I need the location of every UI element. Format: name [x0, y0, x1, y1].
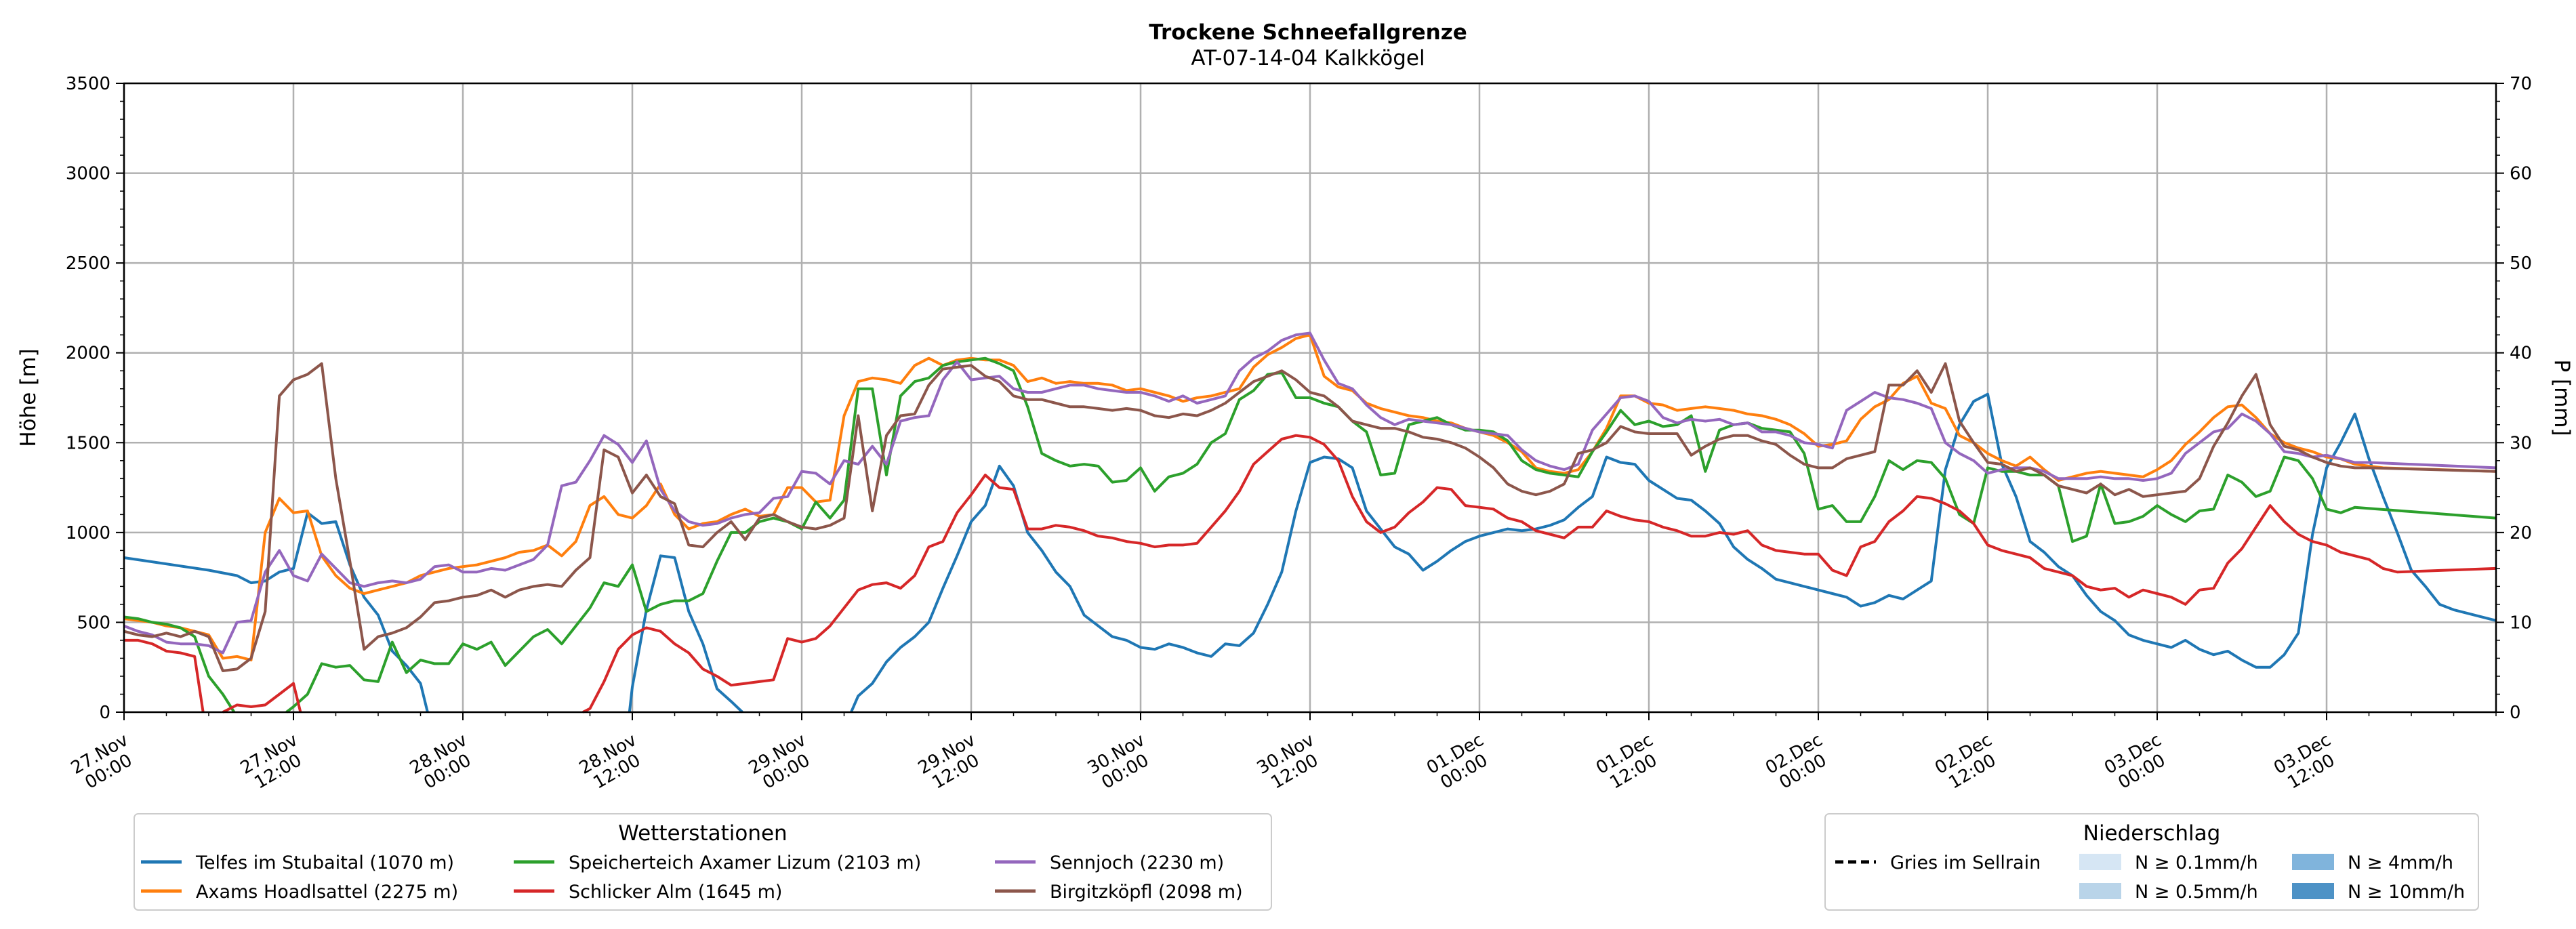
legend-precip-swatch-2: [2292, 854, 2334, 870]
legend-precip-swatch-0: [2079, 854, 2121, 870]
y2-tick-label: 40: [2510, 344, 2532, 364]
series-lines: [123, 331, 2497, 714]
y-tick-label: 2500: [66, 253, 110, 274]
series-line-2: [123, 356, 2497, 714]
y-tick-label: 1500: [66, 433, 110, 453]
legend-precip-class-3: N ≥ 10mm/h: [2348, 882, 2465, 903]
y-tick-label: 0: [99, 703, 110, 723]
y2-tick-label: 20: [2510, 523, 2532, 543]
chart-title: Trockene Schneefallgrenze: [1149, 20, 1467, 45]
y2-tick-label: 50: [2510, 253, 2532, 274]
y-tick-label: 3500: [66, 74, 110, 94]
legend-label-3: Schlicker Alm (1645 m): [569, 882, 782, 903]
series-line-5: [123, 362, 2497, 672]
legend-stations: Wetterstationen Telfes im Stubaital (107…: [134, 813, 1272, 911]
chart-subtitle: AT-07-14-04 Kalkkögel: [1191, 46, 1425, 70]
y2-tick-label: 60: [2510, 164, 2532, 184]
y2-axis-label: P [mm]: [2550, 359, 2574, 436]
y-axis-left: 0 500 1000 1500 2000 2500 3000 3500: [66, 74, 124, 723]
series-line-3: [124, 434, 2497, 714]
legend-stations-title: Wetterstationen: [618, 821, 787, 846]
series-line-4: [123, 331, 2497, 655]
y-axis-label: Höhe [m]: [16, 348, 41, 447]
legend-precipitation: Niederschlag Gries im Sellrain N ≥ 0.1mm…: [1824, 813, 2479, 911]
y-tick-label: 3000: [66, 164, 110, 184]
y-tick-label: 1000: [66, 523, 110, 543]
y-tick-label: 2000: [66, 344, 110, 364]
legend-precip-title: Niederschlag: [2083, 821, 2221, 846]
series-line-0: [123, 392, 2497, 714]
legend-precip-swatch-3: [2292, 883, 2334, 899]
legend-label-2: Speicherteich Axamer Lizum (2103 m): [569, 852, 921, 873]
grid-lines: [123, 82, 2496, 714]
y-tick-label: 500: [77, 613, 110, 633]
y2-tick-label: 70: [2510, 74, 2532, 94]
legend-label-4: Sennjoch (2230 m): [1050, 852, 1224, 873]
y2-tick-label: 30: [2510, 433, 2532, 453]
series-line-1: [123, 333, 2497, 662]
y-axis-right: 0 10 20 30 40 50 60 70: [2496, 74, 2532, 723]
legend-precip-class-2: N ≥ 4mm/h: [2348, 852, 2453, 873]
legend-label-5: Birgitzköpfl (2098 m): [1050, 882, 1243, 903]
legend-precip-swatch-1: [2079, 883, 2121, 899]
legend-label-1: Axams Hoadlsattel (2275 m): [196, 882, 458, 903]
legend-label-0: Telfes im Stubaital (1070 m): [195, 852, 454, 873]
legend-precip-class-0: N ≥ 0.1mm/h: [2135, 852, 2258, 873]
legend-precip-class-1: N ≥ 0.5mm/h: [2135, 882, 2258, 903]
legend-precip-line-label: Gries im Sellrain: [1890, 852, 2041, 873]
y2-tick-label: 10: [2510, 613, 2532, 633]
y2-tick-label: 0: [2510, 703, 2521, 723]
